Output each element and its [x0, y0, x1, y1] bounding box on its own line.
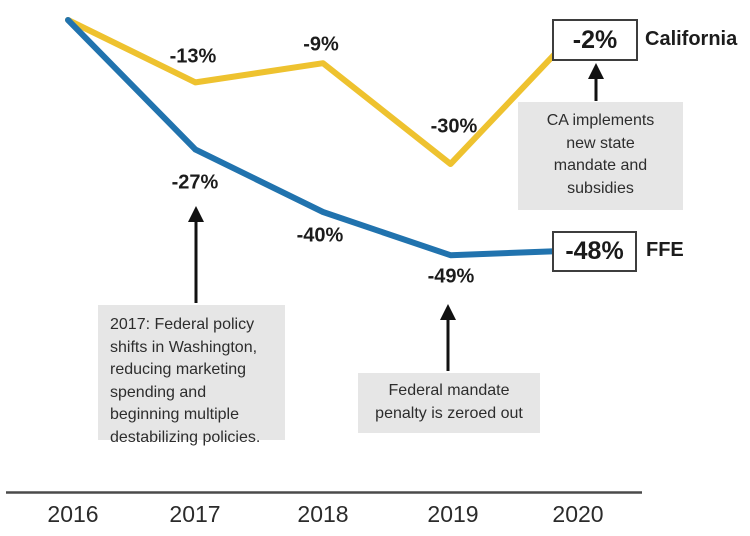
x-tick-2020: 2020 [552, 501, 604, 527]
arrow-ca-mandate-head [588, 63, 604, 79]
california-line [65, 17, 581, 167]
annotation-mandate-penalty-2019: Federal mandate penalty is zeroed out [358, 373, 540, 433]
x-tick-2018: 2018 [297, 501, 349, 527]
ffe-2020-value-box: -48% [552, 231, 637, 272]
california-2020-value-box: -2% [552, 19, 638, 61]
ffe-line [65, 17, 581, 259]
arrow-mandate-penalty-2019-head [440, 304, 456, 320]
california-series-label: California [645, 28, 738, 50]
arrow-federal-policy-2017-head [188, 206, 204, 222]
california-2019-value-label: -30% [430, 115, 478, 138]
california-2017-value-label: -13% [169, 45, 217, 68]
annotation-ca-mandate-subsidies: CA implements new state mandate and subs… [518, 102, 683, 210]
ffe-2017-value-label: -27% [171, 171, 219, 194]
ffe-2018-value-label: -40% [296, 224, 344, 247]
x-tick-2016: 2016 [47, 501, 99, 527]
x-tick-2017: 2017 [169, 501, 221, 527]
ffe-2019-value-label: -49% [427, 265, 475, 288]
california-2018-value-label: -9% [303, 33, 339, 56]
ffe-series-label: FFE [646, 239, 684, 261]
annotation-federal-policy-2017: 2017: Federal policy shifts in Washingto… [98, 305, 285, 446]
x-tick-2019: 2019 [427, 501, 479, 527]
